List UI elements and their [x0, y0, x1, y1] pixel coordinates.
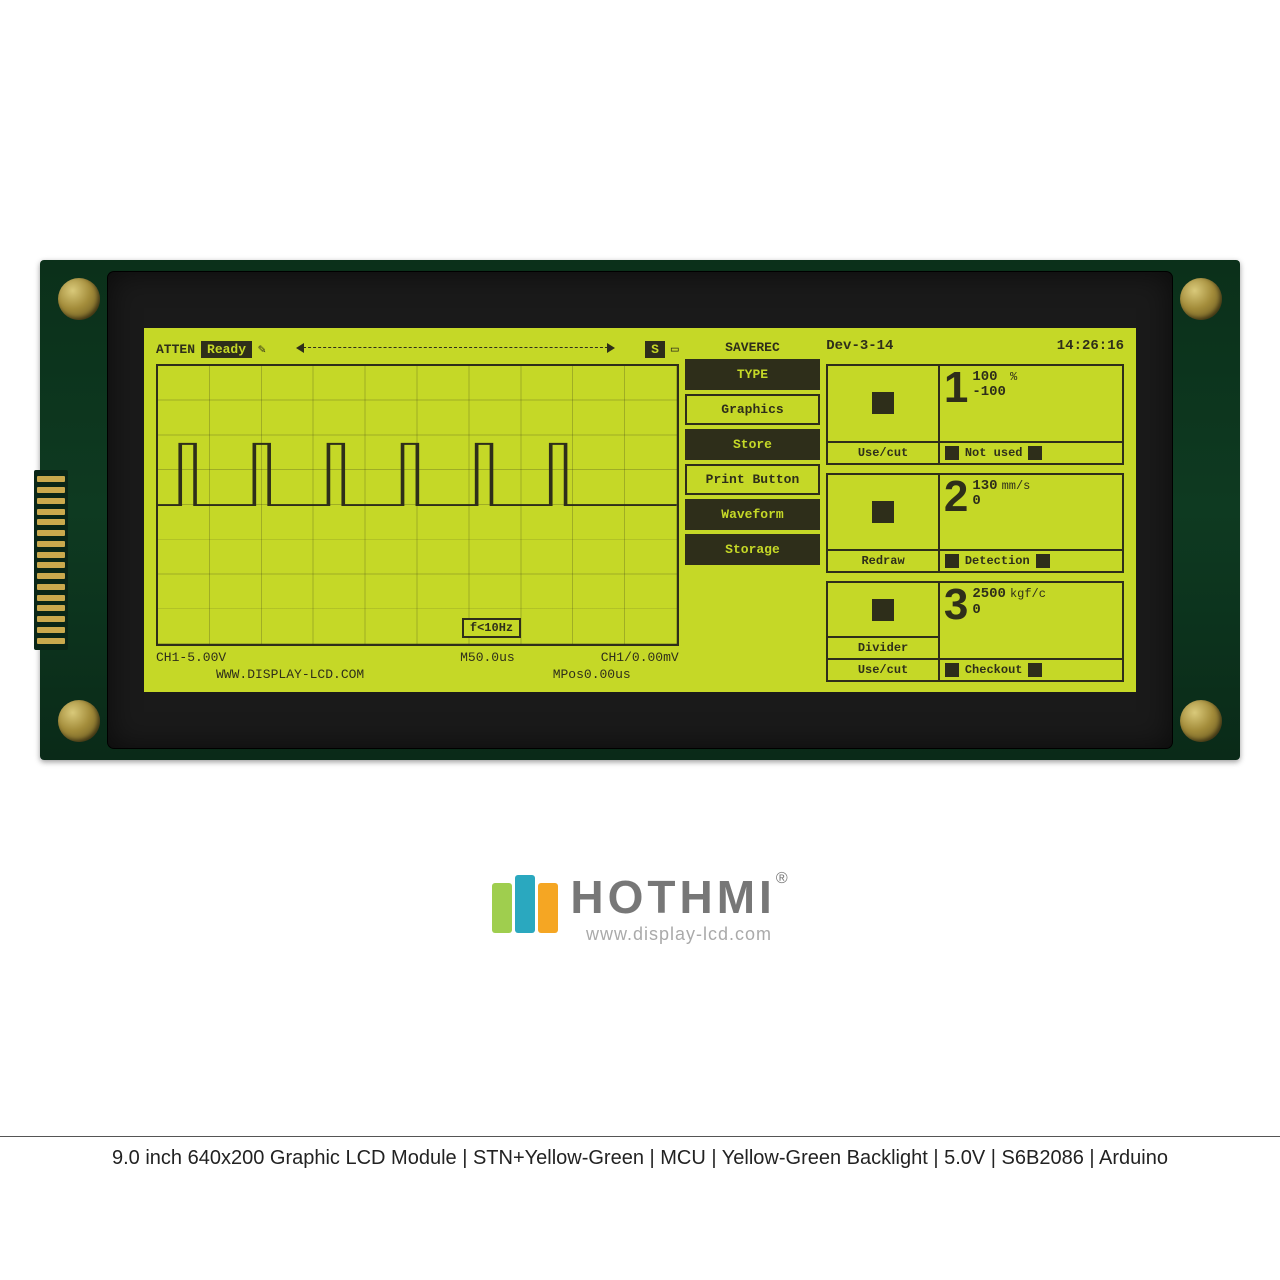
timebase-label: M50.0us — [460, 650, 515, 667]
ready-badge: Ready — [201, 341, 252, 358]
brand-name: HOTHMI — [570, 871, 775, 923]
timebase-arrow-icon — [298, 347, 613, 357]
monitor-icon: ▭ — [671, 342, 679, 357]
brand-logo: HOTHMI® www.display-lcd.com — [0, 870, 1280, 946]
menu-item-storage[interactable]: Storage — [685, 534, 821, 565]
logo-mark-icon — [492, 875, 558, 941]
indicator-square-icon — [872, 392, 894, 414]
status-panel-2: Redraw 21300 mm/s Detection — [826, 473, 1124, 574]
status-panel-1: Use/cut 1100-100% Not used — [826, 364, 1124, 465]
screw-icon — [58, 700, 100, 742]
checkbox-icon[interactable] — [945, 554, 959, 568]
panel-left-label[interactable]: Redraw — [828, 549, 938, 571]
s-icon: S — [645, 341, 665, 358]
checkbox-icon[interactable] — [1036, 554, 1050, 568]
mpos-label: MPos0.00us — [553, 667, 631, 682]
waveform-trace — [158, 366, 677, 644]
menu-item-waveform[interactable]: Waveform — [685, 499, 821, 530]
checkbox-icon[interactable] — [945, 446, 959, 460]
date-label: Dev-3-14 — [826, 338, 893, 360]
ch1-voltage: CH1/0.00mV — [601, 650, 679, 667]
panel-bottom-label: Detection — [965, 554, 1030, 568]
screw-icon — [1180, 278, 1222, 320]
vendor-url: WWW.DISPLAY-LCD.COM — [216, 667, 364, 682]
ch1-scale: CH1-5.00V — [156, 650, 226, 667]
screw-icon — [1180, 700, 1222, 742]
scope-grid: f<10Hz — [156, 364, 679, 646]
channel-values: 100-100 — [972, 370, 1006, 401]
panel-bottom-label: Not used — [965, 446, 1023, 460]
pcb-board: L04004602 ATTEN Ready ✎ S ▭ — [40, 260, 1240, 760]
menu-item-print-button[interactable]: Print Button — [685, 464, 821, 495]
screw-icon — [58, 278, 100, 320]
indicator-square-icon — [872, 501, 894, 523]
channel-number: 1 — [944, 370, 968, 405]
probe-icon: ✎ — [258, 342, 266, 357]
menu-item-store[interactable]: Store — [685, 429, 821, 460]
channel-values: 1300 — [972, 479, 997, 510]
channel-unit: mm/s — [1002, 479, 1031, 493]
pin-connector — [34, 470, 68, 650]
menu-item-type[interactable]: TYPE — [685, 359, 821, 390]
indicator-square-icon — [872, 599, 894, 621]
brand-url: www.display-lcd.com — [570, 924, 787, 945]
channel-unit: kgf/c — [1010, 587, 1046, 601]
menu-item-graphics[interactable]: Graphics — [685, 394, 821, 425]
channel-number: 3 — [944, 587, 968, 622]
product-caption: 9.0 inch 640x200 Graphic LCD Module | ST… — [0, 1136, 1280, 1170]
status-panel-3: DividerUse/cut 325000 kgf/c Checkout — [826, 581, 1124, 682]
panel-left-label[interactable]: Use/cut — [828, 441, 938, 463]
freq-marker: f<10Hz — [462, 618, 521, 638]
panel-left-label[interactable]: Use/cut — [828, 658, 938, 680]
menu-title: SAVEREC — [685, 338, 821, 355]
channel-unit: % — [1010, 370, 1017, 384]
channel-number: 2 — [944, 479, 968, 514]
status-column: Dev-3-14 14:26:16 Use/cut 1100-100% Not us… — [826, 338, 1124, 682]
menu-column: SAVEREC TYPE Graphics Store Print Button Wav… — [685, 338, 821, 682]
lcd-bezel: ATTEN Ready ✎ S ▭ f<10 — [108, 272, 1172, 748]
lcd-screen: ATTEN Ready ✎ S ▭ f<10 — [144, 328, 1136, 692]
panel-left-label[interactable]: Divider — [828, 636, 938, 658]
checkbox-icon[interactable] — [1028, 446, 1042, 460]
checkbox-icon[interactable] — [945, 663, 959, 677]
reg-mark: ® — [776, 870, 788, 887]
panel-bottom-label: Checkout — [965, 663, 1023, 677]
checkbox-icon[interactable] — [1028, 663, 1042, 677]
atten-label: ATTEN — [156, 342, 195, 357]
oscilloscope-area: ATTEN Ready ✎ S ▭ f<10 — [156, 338, 679, 682]
time-label: 14:26:16 — [1057, 338, 1124, 360]
channel-values: 25000 — [972, 587, 1006, 618]
